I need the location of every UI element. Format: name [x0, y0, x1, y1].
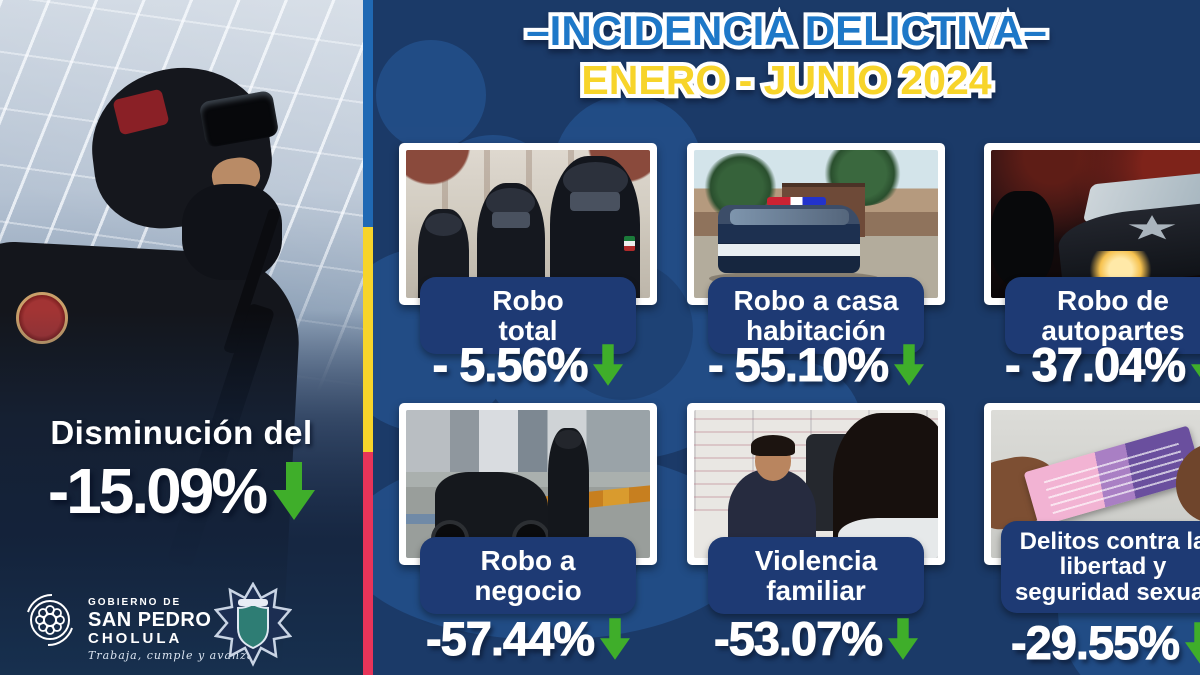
photo-frame [399, 143, 657, 305]
police-officer-photo [0, 0, 363, 675]
photo-robo-autopartes [991, 150, 1200, 298]
decrease-headline: Disminución del [50, 414, 313, 451]
down-arrow-icon [894, 344, 925, 386]
gov-line2: SAN PEDRO [88, 609, 212, 631]
down-arrow-icon [593, 344, 624, 386]
gov-logo: GOBIERNO DE SAN PEDRO CHOLULA Trabaja, c… [22, 592, 254, 661]
card-value-delitos-libertad-sexual: -29.55% [972, 615, 1200, 670]
down-arrow-icon [888, 618, 919, 660]
down-arrow-icon [1191, 364, 1200, 378]
main-title: –INCIDENCIA DELICTIVA– –INCIDENCIA DELIC… [522, 3, 1050, 57]
card-label-violencia-familiar: Violencia familiar [708, 537, 924, 615]
overall-decrease-value: -15.09% [47, 455, 268, 527]
card-value-robo-total: - 5.56% [387, 337, 669, 392]
card-label-delitos-libertad-sexual: Delitos contra la libertad y seguridad s… [1000, 521, 1200, 614]
subtitle: ENERO - JUNIO 2024 ENERO - JUNIO 2024 [577, 53, 995, 106]
content-panel: –INCIDENCIA DELICTIVA– –INCIDENCIA DELIC… [373, 0, 1200, 675]
main-title-text: –INCIDENCIA DELICTIVA– [526, 7, 1047, 54]
photo-robo-casa-habitacion [694, 150, 938, 298]
cholula-flower-icon [27, 593, 73, 647]
down-arrow-icon [1185, 622, 1200, 664]
stripe-red [363, 452, 373, 675]
overall-decrease: Disminución del -15.09% [0, 414, 363, 528]
police-badge-icon [213, 581, 293, 673]
stripe-yellow [363, 227, 373, 452]
card-value-robo-casa-habitacion: - 55.10% [675, 337, 957, 392]
photo-dark-overlay [0, 0, 363, 675]
card-value-violencia-familiar: -53.07% [675, 611, 957, 666]
card-label-robo-negocio: Robo a negocio [420, 537, 636, 615]
photo-violencia-familiar [694, 410, 938, 558]
left-panel: Disminución del -15.09% [0, 0, 363, 675]
gov-line3: CHOLULA [88, 630, 183, 647]
stripe-blue [363, 0, 373, 227]
card-label-robo-autopartes: Robo de autopartes [1005, 277, 1200, 355]
down-arrow-icon [273, 462, 316, 520]
card-label-robo-casa-habitacion: Robo a casa habitación [708, 277, 924, 355]
card-value-robo-negocio: -57.44% [387, 611, 669, 666]
tricolor-stripe [363, 0, 373, 675]
decrease-value-row: -15.09% [0, 454, 363, 528]
photo-robo-negocio [406, 410, 650, 558]
subtitle-text: ENERO - JUNIO 2024 [581, 57, 992, 103]
gov-tagline: Trabaja, cumple y avanza [88, 649, 255, 662]
card-label-robo-total: Robo total [420, 277, 636, 355]
gov-line1: GOBIERNO DE [88, 597, 182, 608]
gov-text: GOBIERNO DE SAN PEDRO CHOLULA Trabaja, c… [88, 592, 255, 662]
photo-robo-total [406, 150, 650, 298]
card-value-robo-autopartes: - 37.04% [972, 337, 1200, 392]
down-arrow-icon [600, 618, 631, 660]
